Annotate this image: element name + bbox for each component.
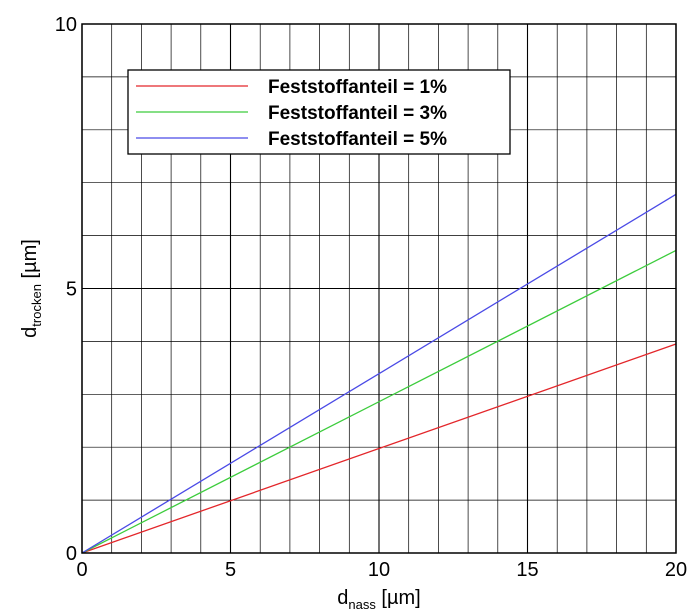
legend-label-3: Feststoffanteil = 5% [268,129,447,150]
series-line-2 [81,249,677,554]
y-tick-label: 5 [66,279,77,301]
legend: Feststoffanteil = 1% Feststoffanteil = 3%… [127,69,511,155]
series-lines [81,193,677,554]
series-line-1 [81,343,677,554]
series-line-3 [81,193,677,554]
plot-frame [81,23,677,554]
x-tick-label: 0 [76,559,87,581]
y-axis-label: dtrocken [µm] [19,239,44,338]
x-axis-label: dnass [µm] [337,587,420,612]
y-tick-label: 0 [66,543,77,565]
x-tick-label: 15 [516,559,538,581]
legend-label-1: Feststoffanteil = 1% [268,77,447,98]
x-tick-label: 10 [368,559,390,581]
legend-label-2: Feststoffanteil = 3% [268,103,447,124]
x-tick-label: 20 [665,559,687,581]
x-tick-label: 5 [225,559,236,581]
y-tick-label: 10 [55,14,77,36]
tick-labels: 0 5 10 15 20 0 5 10 [55,14,687,581]
